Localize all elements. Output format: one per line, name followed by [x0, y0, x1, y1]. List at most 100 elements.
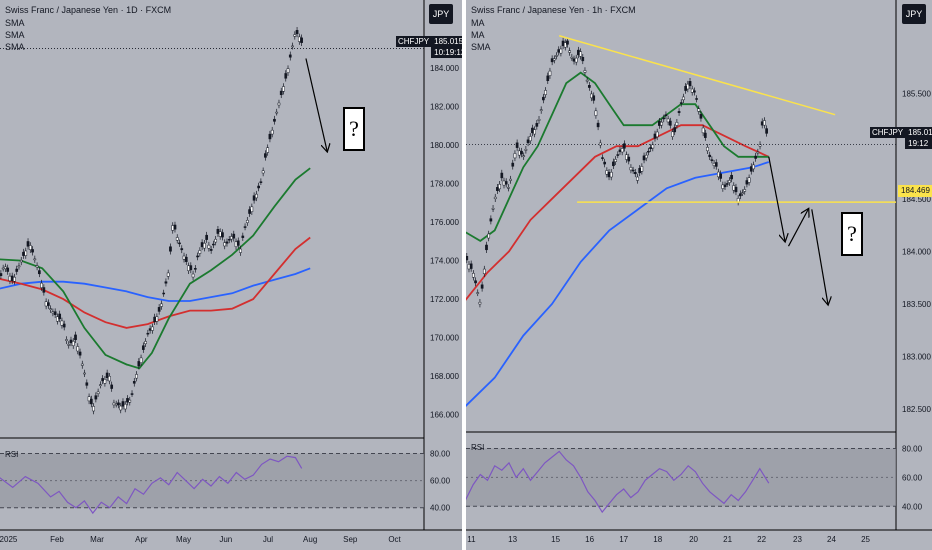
candle-body	[15, 268, 19, 272]
candle-body	[114, 403, 118, 406]
candle-body	[71, 341, 75, 346]
indicator-label-1[interactable]: SMA	[5, 18, 25, 28]
candle-body	[212, 243, 215, 246]
indicator-label-2[interactable]: SMA	[5, 30, 25, 40]
candle-body	[583, 70, 587, 73]
candle-body	[515, 142, 519, 148]
candle-body	[651, 144, 655, 149]
candle-body	[268, 133, 272, 140]
candle-body	[257, 185, 260, 189]
question-annotation: ?	[343, 107, 365, 151]
candle-body	[563, 42, 567, 48]
candle-body	[175, 237, 179, 241]
candle-body	[697, 108, 701, 112]
x-tick-label: 25	[861, 535, 870, 544]
candle-body	[250, 206, 254, 212]
y-tick-label: 184.500	[902, 195, 931, 204]
candle-body	[601, 157, 604, 159]
last-price: 185.015	[434, 37, 462, 46]
indicator-label-3[interactable]: SMA	[471, 42, 491, 52]
hourly-chart-pane[interactable]: 182.500 183.000 183.500 184.000 184.500 185.5…	[466, 0, 932, 550]
candle-body	[695, 98, 698, 100]
candle-body	[153, 316, 156, 322]
candle-body	[282, 86, 285, 92]
candle-body	[273, 118, 276, 122]
candle-body	[216, 229, 220, 234]
candle-body	[528, 136, 532, 142]
candle-body	[533, 129, 536, 135]
candle-body	[110, 384, 114, 389]
candle-body	[662, 117, 666, 120]
x-tick-label: 16	[585, 535, 594, 544]
candle-body	[151, 326, 154, 331]
candle-body	[166, 272, 170, 277]
x-tick-label: Oct	[388, 535, 401, 544]
candle-body	[24, 250, 28, 256]
candle-body	[485, 244, 488, 251]
daily-chart-pane[interactable]: 166.000 168.000 170.000 172.000 174.000 176.0…	[0, 0, 462, 550]
y-tick-label: 182.000	[430, 103, 459, 112]
candle-body	[28, 245, 32, 250]
sma-red-line	[0, 236, 311, 329]
candle-body	[491, 208, 495, 210]
candle-body	[295, 30, 299, 35]
candle-body	[22, 251, 25, 256]
pane-divider[interactable]	[462, 0, 466, 550]
x-tick-label: 22	[757, 535, 766, 544]
candle-body	[572, 58, 576, 62]
candle-body	[537, 119, 541, 121]
x-tick-label: 24	[827, 535, 836, 544]
candle-body	[144, 341, 147, 345]
candle-body	[35, 265, 39, 268]
candle-body	[590, 93, 593, 99]
candle-body	[135, 374, 138, 379]
candle-body	[67, 344, 71, 346]
candle-body	[493, 196, 497, 200]
candle-body	[596, 122, 600, 128]
ma-red-line	[466, 124, 770, 301]
candle-body	[690, 88, 694, 93]
candle-body	[598, 142, 602, 146]
candle-body	[284, 73, 288, 79]
candle-body	[522, 155, 526, 157]
y-tick-label: 180.000	[430, 141, 459, 150]
candle-body	[83, 372, 86, 375]
candle-body	[245, 220, 249, 223]
currency-button[interactable]: JPY	[429, 4, 453, 24]
indicator-label-2[interactable]: MA	[471, 30, 485, 40]
candle-body	[230, 236, 233, 240]
currency-button[interactable]: JPY	[902, 4, 926, 24]
candle-body	[557, 49, 561, 53]
candle-body	[182, 255, 186, 260]
indicator-label-3[interactable]: SMA	[5, 42, 25, 52]
candle-body	[196, 255, 199, 258]
candle-body	[184, 256, 188, 262]
candle-body	[531, 127, 534, 134]
y-tick-label: 176.000	[430, 218, 459, 227]
symbol-tag: CHFJPY	[396, 36, 432, 47]
candle-body	[714, 162, 718, 167]
candle-body	[609, 171, 613, 178]
candle-body	[4, 266, 7, 270]
candle-body	[513, 153, 517, 159]
candle-body	[745, 180, 749, 185]
candle-body	[221, 232, 224, 238]
candle-body	[85, 382, 89, 386]
candle-body	[671, 131, 674, 137]
candle-body	[236, 240, 240, 246]
candle-body	[10, 275, 14, 282]
candle-body	[87, 396, 91, 402]
candle-body	[568, 50, 571, 53]
indicator-label-1[interactable]: MA	[471, 18, 485, 28]
candle-body	[209, 249, 213, 251]
candle-body	[51, 311, 55, 314]
candle-body	[47, 302, 50, 306]
candle-body	[37, 270, 41, 275]
candle-body	[279, 90, 283, 96]
candle-body	[655, 131, 659, 138]
candle-body	[721, 184, 725, 189]
candle-body	[157, 307, 161, 312]
x-tick-label: 20	[689, 535, 698, 544]
candle-body	[476, 292, 480, 294]
